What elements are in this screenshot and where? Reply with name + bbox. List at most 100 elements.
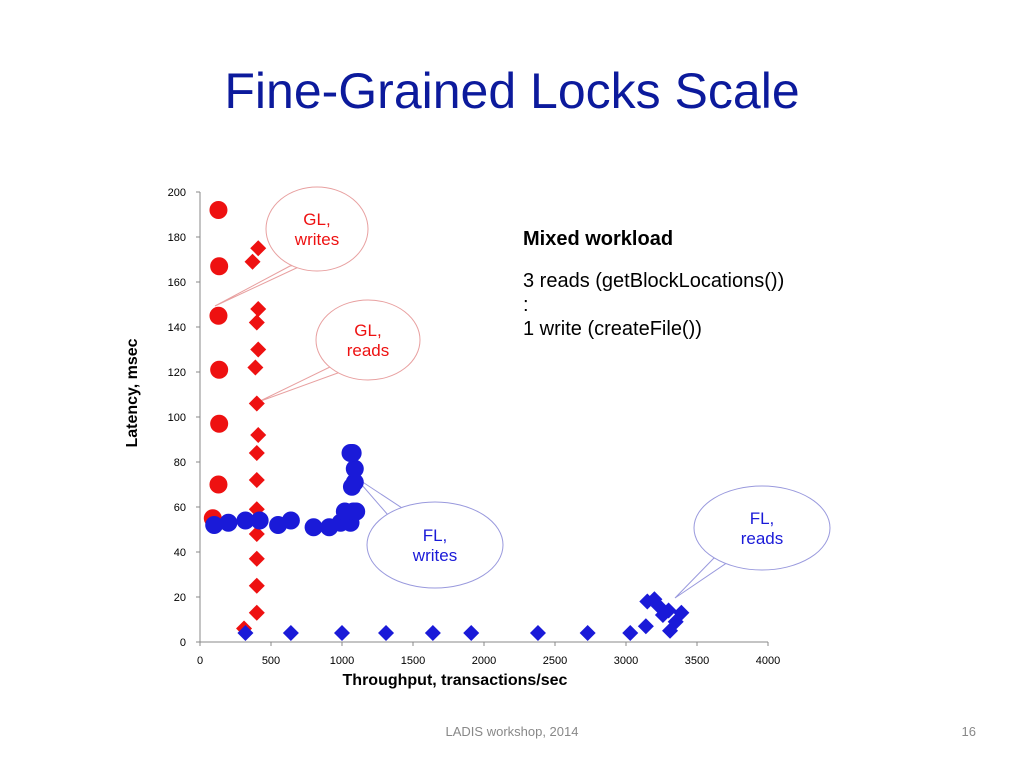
y-tick-label: 120 bbox=[168, 367, 186, 379]
data-point bbox=[347, 502, 366, 521]
data-point bbox=[650, 598, 667, 614]
data-point bbox=[247, 359, 264, 376]
data-point bbox=[622, 625, 639, 641]
data-point bbox=[219, 513, 238, 532]
callout-tail bbox=[674, 557, 730, 599]
data-point bbox=[248, 395, 265, 412]
data-point bbox=[248, 577, 265, 594]
data-point bbox=[281, 511, 300, 530]
x-tick-label: 1000 bbox=[330, 655, 354, 667]
data-point bbox=[529, 625, 546, 641]
series-fl-writes bbox=[205, 444, 366, 537]
y-axis-ticks: 0 20 40 60 80 100 120 140 160 180 200 bbox=[168, 187, 200, 649]
data-point bbox=[250, 240, 267, 257]
y-tick-label: 0 bbox=[180, 637, 186, 649]
callout-label: GL, bbox=[303, 210, 330, 229]
data-point bbox=[209, 306, 228, 325]
callout-bubble bbox=[366, 501, 504, 589]
callout-tail bbox=[257, 365, 348, 403]
x-tick-label: 3000 bbox=[614, 655, 638, 667]
data-point bbox=[248, 550, 265, 567]
callout-fl-writes: FL,writes bbox=[354, 476, 504, 589]
series-gl-writes bbox=[203, 201, 229, 528]
note-heading: Mixed workload bbox=[523, 228, 674, 250]
data-point bbox=[345, 473, 364, 492]
y-tick-label: 80 bbox=[174, 457, 186, 469]
callout-label: FL, bbox=[423, 526, 448, 545]
x-tick-label: 2500 bbox=[543, 655, 567, 667]
callout-gl-writes: GL,writes bbox=[214, 186, 369, 307]
workload-note: Mixed workload 3 reads (getBlockLocation… bbox=[523, 228, 784, 341]
data-point bbox=[210, 360, 229, 379]
y-tick-label: 20 bbox=[174, 592, 186, 604]
y-tick-label: 140 bbox=[168, 322, 186, 334]
callout-label: writes bbox=[412, 546, 457, 565]
series-fl-reads bbox=[237, 591, 690, 641]
x-tick-label: 2000 bbox=[472, 655, 496, 667]
data-point bbox=[244, 253, 261, 270]
y-tick-label: 200 bbox=[168, 187, 186, 199]
y-tick-label: 40 bbox=[174, 547, 186, 559]
callout-label: reads bbox=[347, 341, 390, 360]
callout-gl-reads: GL,reads bbox=[257, 299, 421, 403]
data-point bbox=[637, 618, 654, 635]
data-point bbox=[304, 518, 323, 537]
note-line-ratio-separator: : bbox=[523, 294, 529, 316]
data-point bbox=[579, 625, 596, 641]
data-point bbox=[236, 511, 255, 530]
y-tick-label: 180 bbox=[168, 232, 186, 244]
footer-event: LADIS workshop, 2014 bbox=[445, 724, 579, 739]
callout-bubble bbox=[265, 186, 369, 272]
slide-number: 16 bbox=[961, 724, 976, 739]
data-point bbox=[463, 625, 480, 641]
data-point bbox=[205, 516, 224, 534]
data-point bbox=[248, 604, 265, 621]
x-tick-label: 4000 bbox=[756, 655, 780, 667]
data-point bbox=[248, 314, 265, 331]
data-point bbox=[248, 445, 265, 461]
data-point bbox=[210, 414, 229, 433]
x-axis-ticks: 0 500 1000 1500 2000 2500 3000 3500 4000 bbox=[197, 642, 780, 667]
callout-label: writes bbox=[294, 230, 339, 249]
data-point bbox=[209, 201, 228, 219]
x-tick-label: 1500 bbox=[401, 655, 425, 667]
callout-label: FL, bbox=[750, 509, 775, 528]
data-point bbox=[341, 444, 360, 462]
note-line-reads: 3 reads (getBlockLocations()) bbox=[523, 270, 785, 292]
data-point bbox=[424, 625, 441, 641]
x-tick-label: 0 bbox=[197, 655, 203, 667]
callout-fl-reads: FL,reads bbox=[674, 485, 831, 599]
x-axis-title: Throughput, transactions/sec bbox=[343, 672, 568, 689]
slide-title: Fine-Grained Locks Scale bbox=[224, 63, 800, 119]
x-tick-label: 500 bbox=[262, 655, 280, 667]
data-point bbox=[282, 625, 299, 641]
y-tick-label: 160 bbox=[168, 277, 186, 289]
data-point bbox=[345, 459, 364, 478]
y-axis-title: Latency, msec bbox=[124, 338, 141, 447]
callout-tail bbox=[214, 263, 306, 307]
callout-bubble bbox=[693, 485, 831, 571]
data-point bbox=[250, 301, 267, 317]
data-point bbox=[250, 511, 269, 530]
data-point bbox=[248, 472, 265, 488]
series-gl-reads bbox=[236, 240, 267, 637]
callout-label: GL, bbox=[354, 321, 381, 340]
callout-bubble bbox=[315, 299, 421, 381]
data-point bbox=[334, 625, 350, 641]
data-point bbox=[250, 341, 267, 358]
data-series bbox=[203, 201, 690, 641]
data-point bbox=[210, 257, 229, 276]
note-line-write: 1 write (createFile()) bbox=[523, 318, 702, 340]
data-point bbox=[378, 625, 395, 641]
y-tick-label: 60 bbox=[174, 502, 186, 514]
data-point bbox=[237, 625, 254, 641]
callout-label: reads bbox=[741, 529, 784, 548]
data-point bbox=[673, 604, 690, 621]
x-tick-label: 3500 bbox=[685, 655, 709, 667]
data-point bbox=[248, 526, 265, 542]
data-point bbox=[250, 427, 267, 443]
y-tick-label: 100 bbox=[168, 412, 186, 424]
data-point bbox=[209, 475, 228, 494]
